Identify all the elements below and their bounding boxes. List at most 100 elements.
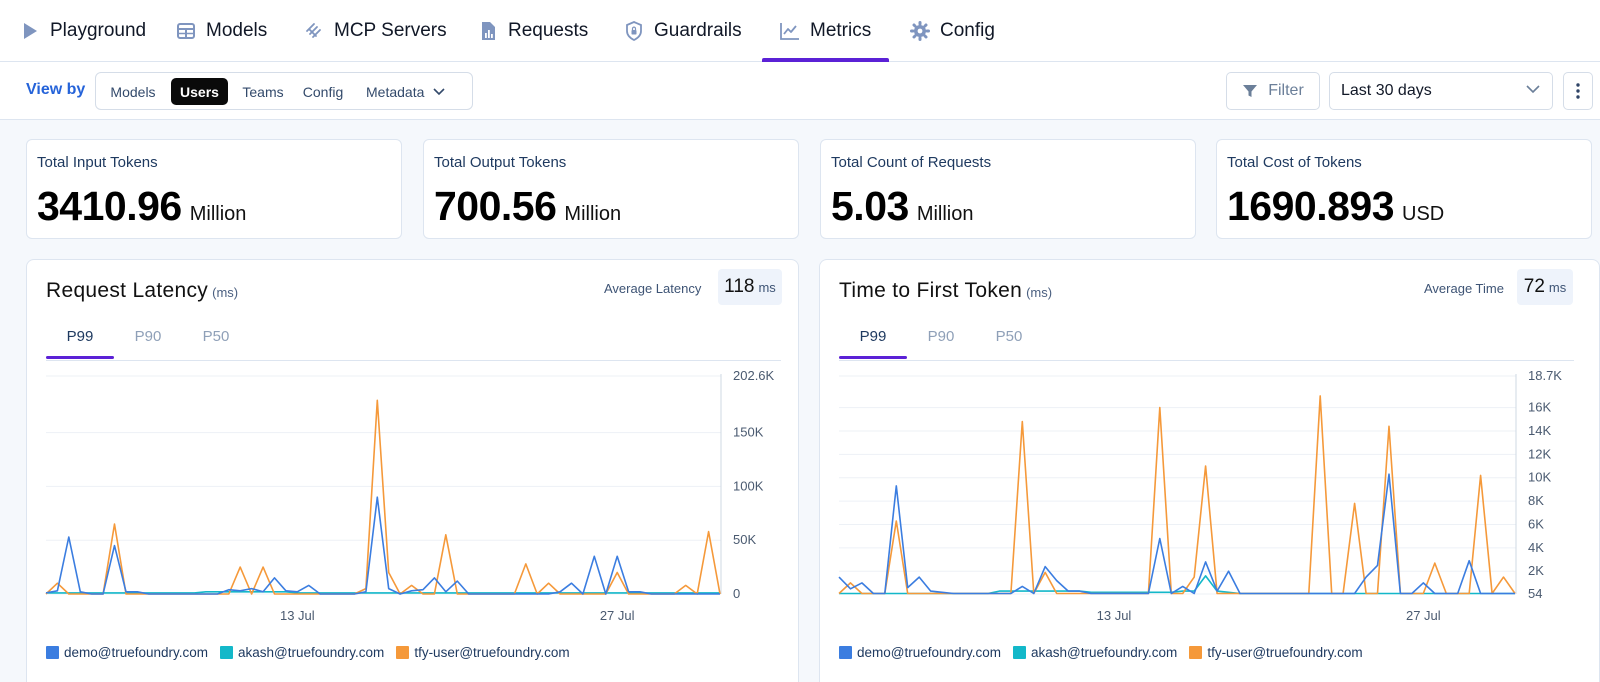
stat-value: 700.56: [434, 183, 557, 229]
x-tick-label: 13 Jul: [280, 608, 315, 623]
legend-label: demo@truefoundry.com: [857, 645, 1002, 660]
series-demo-line: [838, 473, 1515, 595]
tab-p90[interactable]: P90: [134, 327, 162, 345]
stat-label: Total Output Tokens: [434, 154, 567, 171]
legend-swatch: [46, 646, 59, 659]
legend-item-akash[interactable]: akash@truefoundry.com: [220, 645, 384, 660]
y-tick-label: 10K: [1528, 470, 1551, 485]
average-time-unit: ms: [1548, 280, 1567, 295]
tab-p90[interactable]: P90: [927, 327, 955, 345]
y-tick-label: 2K: [1528, 563, 1544, 578]
legend-label: demo@truefoundry.com: [64, 645, 209, 660]
average-latency-value: 118: [724, 276, 755, 297]
view-by-segmented-control: Models Users Teams Config Metadata: [95, 72, 473, 110]
metrics-toolbar: View by Models Users Teams Config Metada…: [0, 62, 1600, 120]
legend-swatch: [839, 646, 852, 659]
average-time-badge: 72 ms: [1517, 269, 1573, 305]
panel-title: Time to First Token (ms): [839, 279, 1052, 303]
average-time-label: Average Time: [1424, 281, 1504, 296]
x-tick-label: 27 Jul: [600, 608, 635, 623]
nav-tab-label: Models: [206, 20, 268, 41]
stat-unit: USD: [1402, 203, 1445, 225]
nav-tab-label: Metrics: [810, 20, 872, 41]
view-by-users[interactable]: Users: [171, 78, 228, 105]
table-icon: [176, 21, 196, 41]
stat-unit: Million: [189, 203, 247, 225]
panel-title: Request Latency (ms): [46, 279, 238, 303]
y-tick-label: 8K: [1528, 493, 1544, 508]
series-akash-line: [46, 590, 720, 594]
y-tick-label: 202.6K: [733, 368, 775, 383]
x-tick-label: 27 Jul: [1406, 608, 1441, 623]
legend-swatch: [220, 646, 234, 659]
legend-swatch: [1189, 646, 1203, 659]
nav-tab-models[interactable]: Models: [176, 0, 267, 62]
tab-divider: [839, 360, 1574, 361]
legend-item-tfy-user[interactable]: tfy-user@truefoundry.com: [396, 645, 570, 660]
y-tick-label: 16K: [1528, 400, 1551, 415]
nav-tab-label: MCP Servers: [334, 20, 447, 41]
stat-card-token-cost: Total Cost of Tokens 1690.893 USD: [1216, 139, 1592, 239]
document-chart-icon: [478, 21, 498, 41]
stat-card-request-count: Total Count of Requests 5.03 Million: [820, 139, 1196, 239]
play-icon: [20, 21, 40, 41]
chart-legend: demo@truefoundry.com akash@truefoundry.c…: [839, 645, 1375, 660]
nav-tab-label: Guardrails: [654, 20, 742, 41]
panel-title-unit: (ms): [212, 285, 239, 300]
filter-icon: [1243, 85, 1258, 97]
nav-tab-label: Requests: [508, 20, 589, 41]
y-tick-label: 100K: [733, 478, 764, 493]
legend-item-akash[interactable]: akash@truefoundry.com: [1013, 645, 1177, 660]
stat-value: 1690.893: [1227, 183, 1395, 229]
nav-tab-mcp-servers[interactable]: MCP Servers: [304, 0, 447, 62]
time-range-value: Last 30 days: [1341, 82, 1432, 99]
legend-item-tfy-user[interactable]: tfy-user@truefoundry.com: [1189, 645, 1363, 660]
stat-label: Total Cost of Tokens: [1227, 154, 1362, 171]
tab-p99[interactable]: P99: [839, 315, 907, 359]
stat-unit: Million: [564, 203, 622, 225]
legend-item-demo[interactable]: demo@truefoundry.com: [839, 645, 1001, 660]
nav-tab-requests[interactable]: Requests: [478, 0, 588, 62]
view-by-label: View by: [26, 81, 86, 98]
legend-label: akash@truefoundry.com: [238, 645, 385, 660]
average-latency-label: Average Latency: [604, 281, 702, 296]
nav-tab-config[interactable]: Config: [910, 0, 995, 62]
view-by-config[interactable]: Config: [302, 83, 344, 100]
panel-title-text: Request Latency: [46, 279, 209, 302]
nav-tab-playground[interactable]: Playground: [20, 0, 146, 62]
view-by-models[interactable]: Models: [110, 83, 156, 100]
time-range-select[interactable]: Last 30 days: [1329, 72, 1553, 110]
y-tick-label: 54: [1528, 586, 1542, 601]
line-chart-icon: [780, 21, 800, 41]
stat-value: 3410.96: [37, 183, 182, 229]
tab-p99[interactable]: P99: [46, 315, 114, 359]
y-tick-label: 6K: [1528, 516, 1544, 531]
stat-label: Total Count of Requests: [831, 154, 992, 171]
y-tick-label: 150K: [733, 425, 764, 440]
metadata-label: Metadata: [366, 83, 425, 100]
nav-tab-metrics[interactable]: Metrics: [761, 0, 890, 62]
average-time-value: 72: [1523, 276, 1545, 297]
tab-divider: [46, 360, 781, 361]
panel-title-unit: (ms): [1026, 285, 1053, 300]
filter-button[interactable]: Filter: [1226, 72, 1320, 110]
view-by-metadata-dropdown[interactable]: Metadata: [366, 78, 466, 105]
y-tick-label: 50K: [733, 532, 756, 547]
legend-label: akash@truefoundry.com: [1031, 645, 1178, 660]
y-tick-label: 4K: [1528, 540, 1544, 555]
tab-p50[interactable]: P50: [202, 327, 230, 345]
chevron-down-icon: [1526, 85, 1540, 94]
view-by-teams[interactable]: Teams: [242, 83, 284, 100]
legend-item-demo[interactable]: demo@truefoundry.com: [46, 645, 208, 660]
legend-label: tfy-user@truefoundry.com: [1207, 645, 1363, 660]
request-latency-chart: 0 50K 100K 150K 202.6K 13 Jul 27 Jul: [45, 368, 775, 623]
tab-p50[interactable]: P50: [995, 327, 1023, 345]
shield-lock-icon: [624, 21, 644, 41]
stat-label: Total Input Tokens: [37, 154, 158, 171]
series-tfy-user-line: [838, 395, 1516, 595]
mcp-icon: [304, 21, 324, 41]
x-tick-label: 13 Jul: [1097, 608, 1132, 623]
nav-tab-guardrails[interactable]: Guardrails: [624, 0, 742, 62]
more-options-button[interactable]: [1563, 72, 1593, 110]
y-tick-label: 18.7K: [1528, 368, 1562, 383]
